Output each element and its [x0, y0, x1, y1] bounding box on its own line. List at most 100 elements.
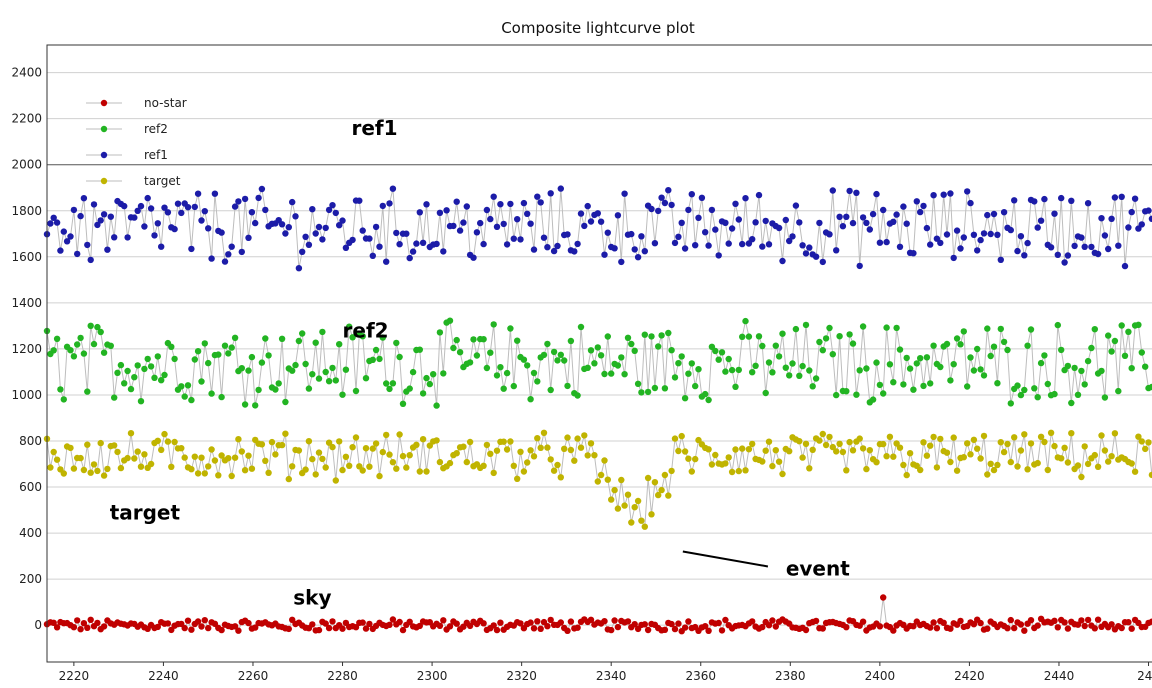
- data-point: [782, 364, 789, 371]
- data-point: [554, 357, 561, 364]
- data-point: [702, 623, 709, 630]
- data-point: [372, 346, 380, 354]
- data-point: [90, 201, 98, 208]
- data-point: [692, 242, 699, 249]
- data-point: [194, 618, 202, 625]
- data-point: [943, 231, 951, 238]
- data-point: [1148, 471, 1152, 479]
- data-point: [413, 441, 420, 448]
- data-point: [309, 206, 316, 213]
- data-point: [997, 439, 1004, 446]
- data-point: [94, 221, 101, 229]
- data-point: [168, 463, 175, 470]
- data-point: [644, 474, 652, 482]
- data-point: [1111, 337, 1119, 345]
- data-point: [94, 619, 101, 627]
- data-point: [1021, 627, 1028, 634]
- data-point: [648, 205, 655, 213]
- data-point: [514, 475, 521, 482]
- data-point: [419, 239, 427, 246]
- data-point: [289, 198, 296, 206]
- data-point: [386, 451, 393, 458]
- data-point: [1125, 619, 1132, 626]
- data-point: [151, 232, 158, 239]
- data-point: [137, 202, 145, 210]
- data-point: [910, 623, 917, 630]
- data-point: [134, 207, 141, 214]
- data-point: [238, 248, 245, 256]
- data-point: [802, 250, 810, 257]
- data-point: [1000, 209, 1008, 216]
- legend-marker: [100, 177, 108, 185]
- legend: no-star ref2 ref1 target: [86, 96, 187, 188]
- data-point: [80, 350, 88, 357]
- data-point: [1058, 346, 1065, 354]
- data-point: [127, 385, 135, 393]
- data-point: [453, 450, 460, 457]
- data-point: [265, 352, 272, 359]
- data-point: [369, 445, 376, 452]
- data-point: [937, 435, 944, 443]
- data-point: [641, 523, 648, 530]
- data-point: [977, 619, 984, 627]
- data-point: [544, 244, 551, 251]
- data-point: [181, 624, 188, 632]
- data-point: [977, 236, 984, 244]
- data-point: [315, 223, 323, 231]
- data-point: [618, 258, 625, 266]
- data-point: [527, 220, 534, 227]
- y-tick-label: 400: [19, 526, 42, 540]
- data-point: [1081, 243, 1088, 250]
- data-point: [376, 355, 383, 363]
- data-point: [634, 254, 642, 261]
- data-point: [671, 625, 679, 633]
- data-point: [104, 465, 111, 473]
- data-point: [634, 380, 642, 387]
- legend-label: ref2: [144, 122, 168, 136]
- data-point: [1031, 385, 1038, 392]
- data-point: [194, 348, 202, 355]
- data-point: [399, 452, 407, 460]
- data-point: [618, 476, 625, 484]
- data-point: [416, 622, 423, 630]
- data-point: [1101, 232, 1109, 239]
- data-point: [305, 241, 313, 248]
- data-point: [524, 362, 531, 369]
- data-point: [53, 456, 61, 463]
- data-point: [796, 372, 803, 379]
- data-point: [322, 464, 329, 471]
- data-point: [735, 467, 742, 475]
- data-point: [487, 215, 494, 223]
- data-point: [329, 443, 336, 451]
- data-point: [611, 486, 618, 494]
- data-point: [564, 627, 571, 634]
- data-point: [890, 453, 897, 460]
- data-point: [315, 626, 323, 634]
- data-point: [863, 465, 870, 473]
- data-point: [1115, 387, 1122, 395]
- data-point: [833, 247, 840, 254]
- data-point: [77, 334, 84, 342]
- data-point: [681, 395, 689, 402]
- x-tick-label: 2400: [865, 669, 896, 683]
- data-point: [1051, 390, 1058, 398]
- data-point: [970, 231, 978, 238]
- data-point: [470, 336, 477, 343]
- data-point: [1017, 447, 1025, 454]
- data-point: [671, 239, 679, 247]
- data-point: [1125, 224, 1132, 231]
- data-point: [325, 206, 333, 214]
- data-point: [957, 245, 964, 252]
- data-point: [1148, 383, 1152, 391]
- data-point: [809, 383, 816, 390]
- data-point: [1068, 197, 1075, 204]
- data-point: [144, 194, 151, 202]
- data-point: [1037, 217, 1045, 224]
- data-point: [752, 362, 759, 369]
- data-point: [480, 336, 487, 343]
- data-point: [184, 382, 192, 389]
- data-point: [681, 624, 689, 631]
- data-point: [712, 226, 719, 233]
- data-point: [171, 355, 178, 363]
- data-point: [503, 241, 511, 248]
